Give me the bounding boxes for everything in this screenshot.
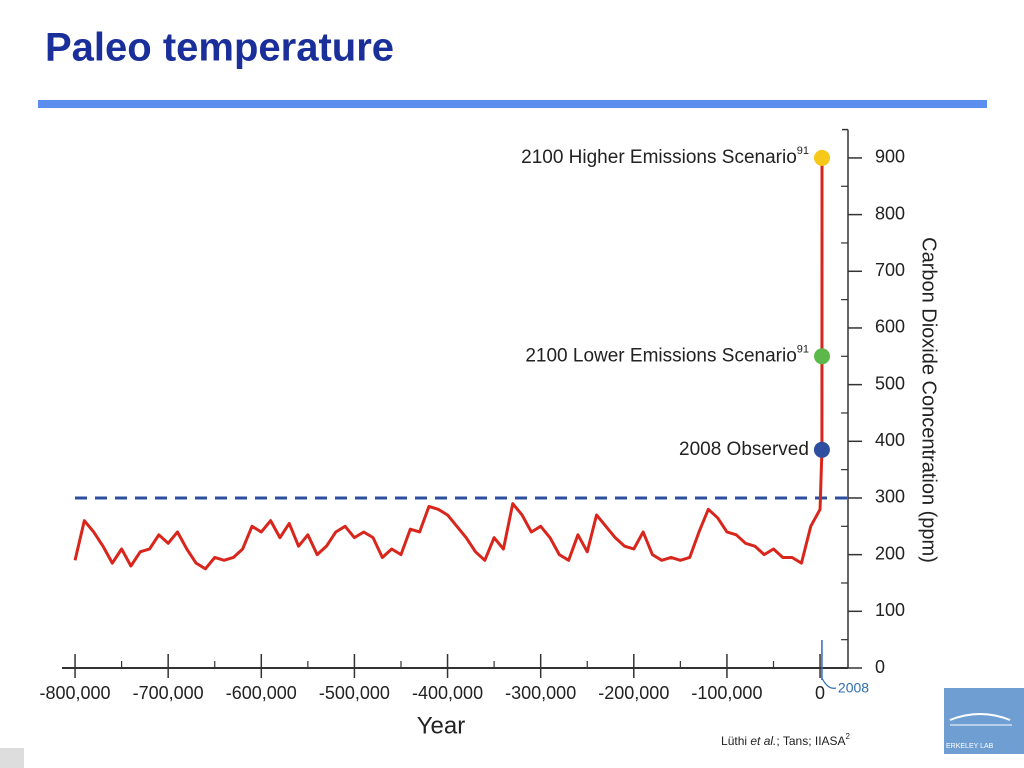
marker-label-superscript: 91 bbox=[797, 343, 809, 355]
x-tick-label: -700,000 bbox=[133, 683, 204, 703]
y-tick-label: 300 bbox=[875, 487, 905, 507]
y-axis-label: Carbon Dioxide Concentration (ppm) bbox=[918, 237, 940, 563]
source-part: ; Tans; IIASA bbox=[776, 734, 845, 748]
scenario-marker bbox=[813, 441, 830, 458]
scenario-marker bbox=[814, 348, 831, 365]
source-part: 2 bbox=[846, 732, 851, 741]
x-tick-label: -400,000 bbox=[412, 683, 483, 703]
x-tick-label: -800,000 bbox=[40, 683, 111, 703]
logo-text: ERKELEY LAB bbox=[946, 743, 994, 750]
data-line bbox=[73, 157, 824, 571]
scenario-marker bbox=[814, 149, 831, 166]
slide-title: Paleo temperature bbox=[45, 26, 394, 70]
x-tick-label: -200,000 bbox=[598, 683, 669, 703]
x-tick-label: 0 bbox=[815, 683, 825, 703]
x-axis-label: Year bbox=[417, 712, 466, 739]
logo: ERKELEY LAB bbox=[944, 688, 1024, 754]
marker-label-text: 2100 Lower Emissions Scenario bbox=[525, 345, 796, 366]
marker-label: 2100 Lower Emissions Scenario91 bbox=[525, 343, 809, 366]
y-tick-label: 200 bbox=[875, 543, 905, 563]
y-tick-label: 800 bbox=[875, 203, 905, 223]
title-rule bbox=[38, 100, 987, 108]
marker-label: 2008 Observed bbox=[679, 439, 809, 460]
x-tick-label: -600,000 bbox=[226, 683, 297, 703]
source-part: et al. bbox=[750, 734, 776, 748]
y-tick-label: 100 bbox=[875, 600, 905, 620]
logo-arc bbox=[949, 713, 1011, 721]
y-tick-label: 400 bbox=[875, 430, 905, 450]
source-part: Lüthi bbox=[721, 734, 750, 748]
y-tick-label: 500 bbox=[875, 373, 905, 393]
marker-label: 2100 Higher Emissions Scenario91 bbox=[521, 145, 809, 168]
y-tick-label: 0 bbox=[875, 657, 885, 677]
source: Lüthi et al.; Tans; IIASA2 bbox=[721, 732, 851, 748]
corner-box bbox=[0, 748, 24, 768]
x-tick-label: -500,000 bbox=[319, 683, 390, 703]
x-tick-label: -300,000 bbox=[505, 683, 576, 703]
marker-label-text: 2100 Higher Emissions Scenario bbox=[521, 147, 797, 168]
annotation-arrow bbox=[821, 677, 837, 689]
marker-label-text: 2008 Observed bbox=[679, 439, 809, 460]
y-tick-label: 600 bbox=[875, 317, 905, 337]
marker-label-superscript: 91 bbox=[797, 145, 809, 157]
y-tick-label: 900 bbox=[875, 147, 905, 167]
logo-box bbox=[944, 688, 1024, 754]
y-tick-label: 700 bbox=[875, 260, 905, 280]
x-tick-label: -100,000 bbox=[691, 683, 762, 703]
annotation-label: 2008 bbox=[838, 680, 869, 696]
